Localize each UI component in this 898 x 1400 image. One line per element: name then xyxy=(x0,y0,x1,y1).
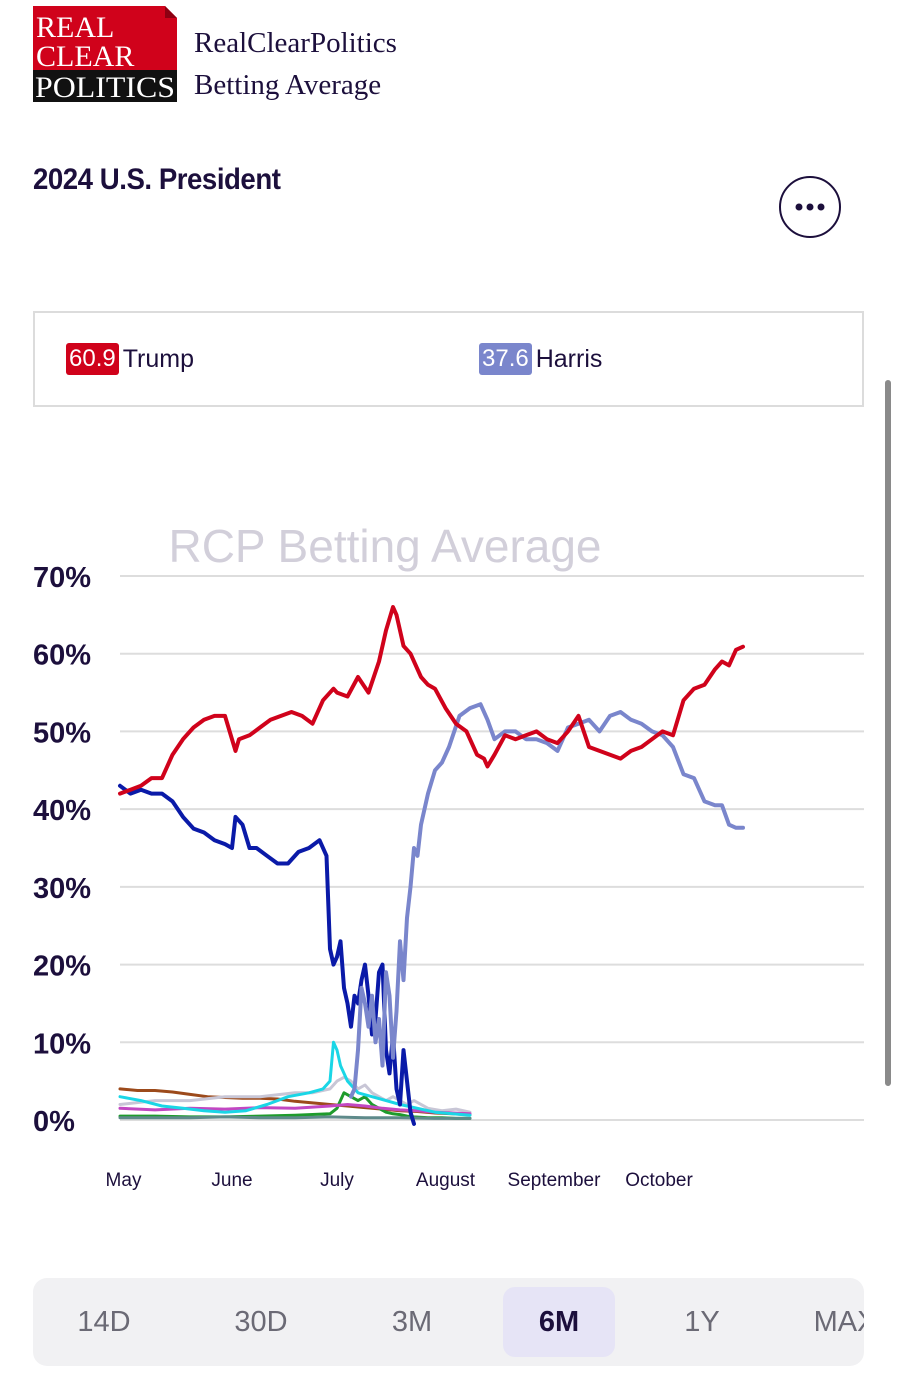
rcp-logo[interactable]: REAL CLEAR POLITICS xyxy=(33,6,177,102)
y-tick-label: 10% xyxy=(33,1028,91,1060)
harris-label: Harris xyxy=(535,344,603,373)
ellipsis-icon xyxy=(795,203,825,211)
legend-box: 60.9 Trump 37.6 Harris xyxy=(33,311,864,407)
series-line-trump xyxy=(118,605,745,796)
more-options-button[interactable] xyxy=(779,176,841,238)
x-tick-label: July xyxy=(320,1170,354,1191)
trump-value-badge: 60.9 xyxy=(66,343,119,375)
betting-average-chart: RCP Betting Average 70% 60% 50% 40% 30% 20% 10… xyxy=(33,520,864,1191)
y-tick-label: 0% xyxy=(33,1106,75,1138)
x-tick-label: June xyxy=(211,1170,252,1191)
y-tick-label: 20% xyxy=(33,951,91,983)
range-button-30d[interactable]: 30D xyxy=(234,1306,288,1338)
range-button-3m[interactable]: 3M xyxy=(391,1306,433,1338)
y-tick-label: 50% xyxy=(33,717,91,749)
time-range-selector: 14D 30D 3M 6M 1Y MAX xyxy=(33,1278,864,1366)
legend-item-trump[interactable]: 60.9 Trump xyxy=(66,343,194,375)
site-title-line2: Betting Average xyxy=(194,69,382,101)
trump-label: Trump xyxy=(122,344,195,373)
site-title-line1: RealClearPolitics xyxy=(194,27,397,59)
y-tick-label: 40% xyxy=(33,795,91,827)
range-button-6m[interactable]: 6M xyxy=(503,1287,615,1357)
x-tick-label: August xyxy=(416,1170,476,1191)
range-button-max[interactable]: MAX xyxy=(813,1306,864,1338)
page-title: 2024 U.S. President xyxy=(33,163,281,196)
series-line-3 xyxy=(118,783,416,1126)
y-tick-label: 30% xyxy=(33,873,91,905)
logo-text-line2: CLEAR xyxy=(36,40,134,73)
chart-title: RCP Betting Average xyxy=(168,520,601,572)
x-tick-label: May xyxy=(106,1170,142,1191)
x-tick-label: September xyxy=(508,1170,602,1191)
scrollbar[interactable] xyxy=(885,380,891,1086)
x-tick-label: October xyxy=(625,1170,693,1191)
y-tick-label: 70% xyxy=(33,562,91,594)
logo-text-line3: POLITICS xyxy=(35,71,175,102)
harris-value-badge: 37.6 xyxy=(479,343,532,375)
range-button-14d[interactable]: 14D xyxy=(77,1306,131,1338)
series-line-harris xyxy=(349,702,745,1099)
range-button-1y[interactable]: 1Y xyxy=(684,1306,720,1338)
y-tick-label: 60% xyxy=(33,640,91,672)
logo-text-line1: REAL xyxy=(36,11,114,44)
legend-item-harris[interactable]: 37.6 Harris xyxy=(479,343,602,375)
site-title: RealClearPolitics Betting Average xyxy=(194,22,397,106)
series-line-4 xyxy=(118,1040,472,1117)
series-line-7 xyxy=(118,1075,472,1114)
series-line-9 xyxy=(118,1115,472,1120)
